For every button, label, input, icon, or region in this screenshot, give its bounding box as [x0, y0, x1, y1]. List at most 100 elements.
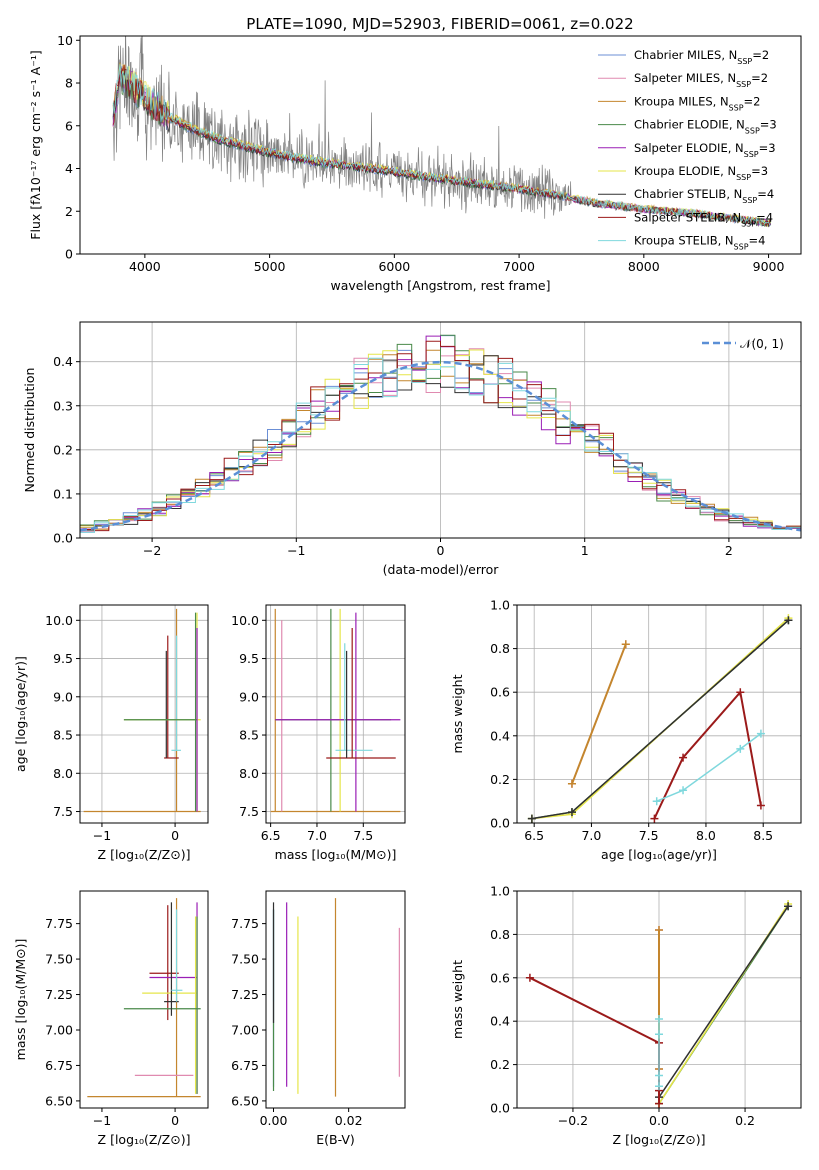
weight-line — [531, 617, 789, 820]
x-tick-label: 0.00 — [260, 1113, 288, 1128]
y-tick-label: 7.00 — [45, 1022, 73, 1037]
x-tick-label: 7.0 — [307, 828, 327, 843]
panel-z-weight: −0.2 0.0 0.2 0.0 0.2 0.4 0.6 0.8 1.0 Z [log₁₀(Z/Z… — [450, 884, 802, 1147]
y-tick-label: 0.0 — [53, 531, 73, 546]
y-axis-label: Flux [fλ10⁻¹⁷ erg cm⁻² s⁻¹ A⁻¹] — [28, 50, 43, 239]
weight-marker — [655, 1082, 663, 1091]
legend-count: =4 — [749, 234, 766, 248]
legend-count: =2 — [744, 94, 761, 108]
x-tick-label: −1 — [93, 1113, 111, 1128]
legend-subscript: SSP — [729, 103, 744, 112]
y-tick-label: 8.0 — [239, 766, 259, 781]
axes-frame — [265, 890, 406, 1109]
y-tick-label: 9.5 — [239, 651, 259, 666]
x-tick-label: 0 — [171, 828, 179, 843]
y-tick-label: 0.8 — [490, 641, 510, 656]
observed-spectrum — [112, 36, 572, 219]
axes-frame — [79, 890, 209, 1109]
weight-line — [529, 976, 660, 1104]
y-axis-label: age [log₁₀(age/yr)] — [13, 656, 28, 772]
weight-marker — [655, 1030, 663, 1039]
residual-histogram — [80, 340, 801, 532]
legend-subscript: SSP — [741, 219, 756, 228]
weight-marker — [655, 1099, 663, 1108]
x-axis-label: Z [log₁₀(Z/Z⊙)] — [98, 1132, 191, 1147]
weight-line — [531, 619, 789, 820]
y-tick-label: 6.50 — [45, 1093, 73, 1108]
x-tick-label: −1 — [287, 543, 305, 558]
x-tick-label: −2 — [143, 543, 161, 558]
weight-marker — [567, 808, 576, 817]
plot-area-z-weight — [525, 900, 793, 1108]
axes-frame — [265, 604, 406, 824]
weight-line — [656, 732, 762, 802]
legend-subscript: SSP — [737, 57, 752, 66]
axes-frame — [79, 604, 209, 824]
y-tick-label: 8.5 — [239, 728, 259, 743]
y-tick-label: 2 — [65, 204, 73, 219]
y-tick-label: 8.5 — [53, 728, 73, 743]
weight-marker — [621, 640, 630, 649]
weight-line — [571, 643, 627, 785]
plot-area-z-mass — [87, 898, 201, 1098]
legend-count: =4 — [756, 210, 773, 224]
y-tick-label: 7.5 — [239, 804, 259, 819]
y-tick-label: 10.0 — [45, 613, 73, 628]
y-tick-label: 9.0 — [53, 689, 73, 704]
y-tick-label: 7.00 — [231, 1022, 259, 1037]
gaussian-curve — [80, 360, 801, 532]
y-axis-label: mass [log₁₀(M/M⊙)] — [13, 939, 28, 1061]
y-axis-label: Normed distribution — [22, 368, 37, 493]
weight-marker — [736, 744, 745, 753]
y-tick-label: 1.0 — [490, 884, 510, 899]
y-axis-label: mass weight — [450, 960, 465, 1039]
y-tick-label: 0.4 — [490, 1014, 510, 1029]
weight-marker — [527, 814, 536, 823]
legend-entry: Chabrier ELODIE, NSSP=3 — [634, 118, 777, 136]
legend-subscript: SSP — [745, 126, 760, 135]
y-tick-label: 7.50 — [45, 952, 73, 967]
weight-marker — [756, 801, 765, 810]
legend-count: =3 — [760, 118, 777, 132]
y-tick-label: 0.4 — [490, 728, 510, 743]
panel-z-age: −1 0 7.5 8.0 8.5 9.0 9.5 10.0 Z [log₁₀(Z/Z⊙)] age… — [13, 604, 209, 862]
residual-histogram — [80, 355, 801, 531]
legend-subscript: SSP — [736, 80, 751, 89]
y-tick-label: 0.6 — [490, 685, 510, 700]
panel-z-mass: −1 0 6.50 6.75 7.00 7.25 7.50 7.75 Z [log₁₀(Z/Z⊙… — [13, 890, 209, 1147]
y-tick-label: 6 — [65, 118, 73, 133]
y-tick-label: 7.75 — [45, 916, 73, 931]
x-tick-label: 6.5 — [261, 828, 281, 843]
legend-entry: Salpeter STELIB, NSSP=4 — [634, 210, 773, 228]
x-axis-label: (data-model)/error — [383, 562, 500, 577]
legend-entry: Salpeter ELODIE, NSSP=3 — [634, 141, 776, 159]
legend-subscript: SSP — [742, 196, 757, 205]
weight-marker — [784, 902, 793, 911]
y-tick-label: 0.4 — [53, 354, 73, 369]
x-tick-label: 6.5 — [524, 828, 544, 843]
weight-marker — [655, 926, 663, 935]
axes-frame — [516, 604, 802, 824]
x-tick-label: 6000 — [378, 259, 410, 274]
legend-count: =3 — [751, 164, 768, 178]
y-tick-label: 0.0 — [490, 1101, 510, 1116]
x-tick-label: 8000 — [628, 259, 660, 274]
legend-entry: Kroupa ELODIE, NSSP=3 — [634, 164, 768, 182]
y-tick-label: 0.2 — [490, 772, 510, 787]
weight-marker — [756, 729, 765, 738]
y-tick-label: 8.0 — [53, 766, 73, 781]
legend-subscript: SSP — [744, 149, 759, 158]
plot-area-age-weight — [527, 614, 793, 823]
x-tick-label: 0.2 — [735, 1113, 755, 1128]
panel-mass-age: 6.5 7.0 7.5 7.5 8.0 8.5 9.0 9.5 10.0 mass [log₁₀(… — [231, 604, 406, 862]
x-tick-label: 7.5 — [353, 828, 373, 843]
y-tick-label: 0.2 — [490, 1057, 510, 1072]
x-tick-label: 0.02 — [335, 1113, 363, 1128]
x-tick-label: 5000 — [254, 259, 286, 274]
panel-ebv-mass: 0.00 0.02 6.50 6.75 7.00 7.25 7.50 7.75 E(B-V) — [231, 890, 406, 1147]
weight-marker — [650, 814, 659, 823]
weight-marker — [655, 1015, 663, 1024]
y-axis-label: mass weight — [450, 674, 465, 753]
residual-histogram — [80, 349, 801, 530]
